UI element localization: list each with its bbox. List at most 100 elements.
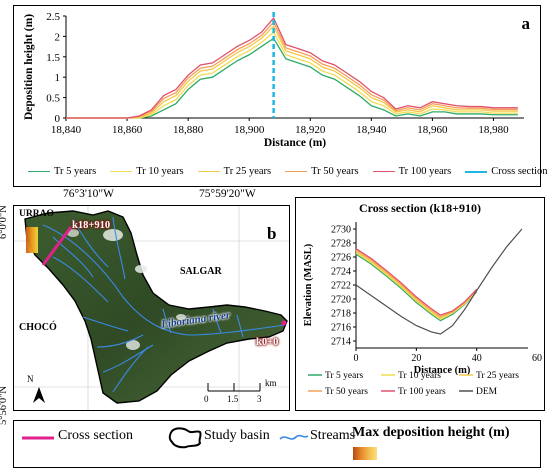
- c-y-axis-label: Elevation (MASL): [303, 243, 314, 326]
- km-label-start: k18+910: [72, 220, 111, 231]
- c-y-tick-label: 2716: [331, 323, 351, 334]
- y-axis-label: Deposition height (m): [23, 14, 35, 120]
- x-tick-label: 18,940: [356, 124, 387, 136]
- streams: [42, 216, 286, 393]
- legend-a-item: Cross section: [465, 166, 548, 177]
- panel-a-legend: Tr 5 years Tr 10 years Tr 25 years Tr 50 ye…: [28, 166, 550, 177]
- place-choco: CHOCÓ: [19, 322, 57, 333]
- y-tick-label: 2.5: [46, 11, 60, 23]
- legend-deposition-ramp: [353, 447, 377, 460]
- y-tick-label: 1: [55, 72, 61, 84]
- y-tick-label: 2: [55, 31, 61, 43]
- legend-a-swatch: [110, 171, 133, 172]
- panel-b-map: 76°3'10"W 75°59'20"W 6°0'0"N 5°56'0"N UR…: [0, 188, 290, 425]
- c-y-tick-label: 2730: [331, 225, 351, 236]
- legend-a-swatch: [197, 171, 220, 172]
- place-urrao: URRAO: [19, 209, 54, 219]
- c-legend-label: Tr 100 years: [398, 387, 446, 397]
- legend-cross-section-label: Cross section: [58, 428, 134, 443]
- series-line-2: [66, 31, 518, 119]
- legend-a-swatch: [465, 170, 488, 173]
- c-y-tick-label: 2726: [331, 253, 351, 264]
- c-series-line-6: [355, 228, 523, 335]
- c-x-tick-label: 20: [411, 353, 421, 364]
- map-svg: [13, 205, 290, 411]
- c-x-tick-label: 60: [532, 353, 542, 364]
- north-label: N: [27, 374, 34, 384]
- panel-b-letter: b: [267, 224, 277, 243]
- c-y-tick-label: 2728: [331, 239, 351, 250]
- x-axis-label: Distance (m): [264, 137, 326, 149]
- legend-streams-icon: [279, 434, 309, 440]
- x-tick-label: 18,840: [51, 124, 82, 136]
- north-arrow-icon: [33, 387, 45, 403]
- scale-tick-1: 1.5: [227, 394, 239, 404]
- chart-a: 0 0.5 1 1.5 2 2.5 18,840 18,860 18,880 18,900 18,9…: [23, 11, 524, 149]
- chart-c: 2714 2716 2718 2720 2722 2724 2726 2728 2730 0 20 4…: [303, 222, 542, 397]
- legend-a-swatch: [28, 171, 50, 172]
- legend-a-label: Tr 5 years: [54, 166, 97, 177]
- legend-a-label: Tr 10 years: [136, 166, 184, 177]
- legend-a-swatch: [285, 171, 308, 172]
- x-tick-label: 18,880: [173, 124, 204, 136]
- legend-a-label: Tr 25 years: [223, 166, 272, 177]
- lat-label-1: 6°0'0"N: [0, 205, 9, 239]
- legend-a-label: Tr 50 years: [311, 166, 359, 177]
- c-x-tick-label: 0: [354, 353, 359, 364]
- c-legend-label: Tr 5 years: [325, 371, 363, 381]
- study-basin: [24, 210, 288, 404]
- c-y-tick-label: 2718: [331, 309, 351, 320]
- c-y-tick-label: 2714: [331, 337, 351, 348]
- c-legend-label: Tr 10 years: [398, 371, 441, 381]
- bottom-legend-svg: [22, 427, 377, 460]
- x-tick-label: 18,900: [234, 124, 265, 136]
- cross-section-line: [41, 226, 73, 266]
- y-tick-label: 1.5: [46, 52, 60, 64]
- km-label-end: k0+0: [256, 337, 279, 348]
- legend-a-item: Tr 10 years: [110, 166, 184, 177]
- lon-label-1: 76°3'10"W: [63, 188, 114, 200]
- c-legend-label: Tr 25 years: [476, 371, 519, 381]
- series-line-1: [66, 37, 518, 119]
- c-legend-label: Tr 50 years: [325, 387, 368, 397]
- c-series-line-5: [355, 248, 478, 316]
- scale-bar: [207, 383, 261, 392]
- x-tick-label: 18,920: [295, 124, 326, 136]
- c-x-tick-label: 40: [472, 353, 482, 364]
- legend-a-label: Cross section: [491, 166, 548, 177]
- legend-a-swatch: [372, 171, 395, 172]
- legend-basin-icon: [168, 427, 202, 449]
- lon-label-2: 75°59'20"W: [199, 188, 256, 200]
- legend-a-label: Tr 100 years: [398, 166, 452, 177]
- legend-max-dep-label: Max deposition height (m): [352, 425, 510, 440]
- scale-unit: km: [265, 378, 277, 388]
- panel-a-letter: a: [521, 14, 531, 33]
- y-tick-label: 0.5: [46, 93, 60, 105]
- series-line-5: [66, 16, 518, 119]
- bottom-legend: Cross section Study basin Streams Max de…: [13, 420, 541, 468]
- legend-a-item: Tr 5 years: [28, 166, 96, 177]
- series-line-4: [66, 20, 518, 119]
- series-line-3: [66, 25, 518, 119]
- panel-c: Cross section (k18+910) 2714 2716 2718 2720…: [295, 197, 545, 411]
- scale-tick-0: 0: [204, 394, 209, 404]
- c-y-tick-label: 2722: [331, 281, 351, 292]
- legend-streams-label: Streams: [310, 428, 356, 443]
- legend-a-item: Tr 50 years: [285, 166, 359, 177]
- y-tick-label: 0: [55, 113, 61, 125]
- c-legend-label: DEM: [476, 387, 498, 397]
- legend-a-item: Tr 25 years: [197, 166, 272, 177]
- place-salgar: SALGAR: [180, 266, 222, 277]
- lat-label-2: 5°56'0"N: [0, 386, 9, 425]
- legend-basin-label: Study basin: [204, 428, 270, 443]
- x-tick-label: 18,960: [417, 124, 448, 136]
- legend-a-item: Tr 100 years: [372, 166, 452, 177]
- c-series-line-1: [355, 253, 478, 322]
- panel-a: 0 0.5 1 1.5 2 2.5 18,840 18,860 18,880 18,900 18,9…: [13, 5, 548, 187]
- c-y-tick-label: 2724: [331, 267, 351, 278]
- panel-c-title: Cross section (k18+910): [359, 201, 481, 215]
- c-x-axis-label: Distance (m): [414, 365, 471, 376]
- c-y-tick-label: 2720: [331, 295, 351, 306]
- x-tick-label: 18,980: [478, 124, 509, 136]
- deposition-patch: [26, 227, 38, 253]
